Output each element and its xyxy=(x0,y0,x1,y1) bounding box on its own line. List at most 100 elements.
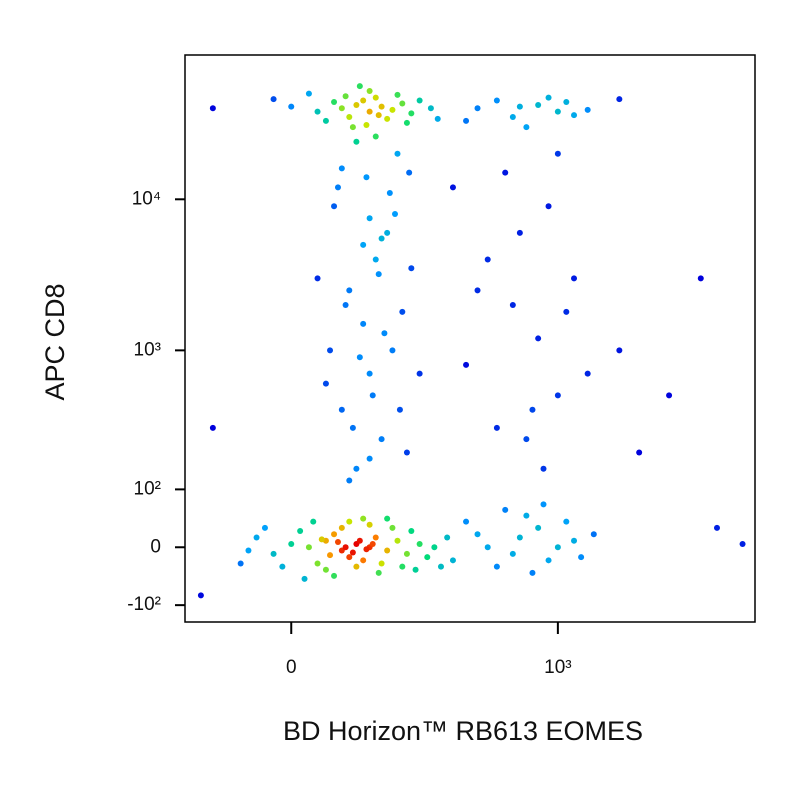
x-axis-title: BD Horizon™ RB613 EOMES xyxy=(283,716,643,746)
event-dot xyxy=(327,347,334,354)
event-dot xyxy=(342,93,349,100)
event-dot xyxy=(279,563,286,570)
event-dot xyxy=(349,424,356,431)
event-dot xyxy=(554,392,561,399)
event-dot xyxy=(346,518,353,525)
event-dot xyxy=(403,119,410,126)
event-dot xyxy=(474,531,481,538)
event-dot xyxy=(334,184,341,191)
event-dot xyxy=(540,501,547,508)
event-dot xyxy=(509,114,516,121)
event-dot xyxy=(270,96,277,103)
event-dot xyxy=(363,546,370,553)
event-dot xyxy=(363,174,370,181)
event-dot xyxy=(590,531,597,538)
event-dot xyxy=(381,330,388,337)
event-dot xyxy=(554,544,561,551)
event-dot xyxy=(338,165,345,172)
event-dot xyxy=(416,540,423,547)
event-dot xyxy=(535,102,542,109)
event-dot xyxy=(369,540,376,547)
event-dot xyxy=(540,465,547,472)
event-dot xyxy=(322,566,329,573)
event-dot xyxy=(484,256,491,263)
y-tick-label: 10² xyxy=(134,478,161,499)
event-dot xyxy=(408,528,415,535)
y-tick-label: 0 xyxy=(150,536,161,557)
event-dot xyxy=(396,406,403,413)
event-dot xyxy=(516,229,523,236)
event-dot xyxy=(322,117,329,124)
event-dot xyxy=(474,287,481,294)
event-dot xyxy=(372,534,379,541)
event-dot xyxy=(509,301,516,308)
event-dot xyxy=(403,449,410,456)
event-dot xyxy=(369,392,376,399)
event-dot xyxy=(636,449,643,456)
event-dot xyxy=(346,287,353,294)
event-dot xyxy=(403,550,410,557)
y-tick-label: 10³ xyxy=(134,339,161,360)
event-dot xyxy=(346,114,353,121)
event-dot xyxy=(578,554,585,561)
event-dot xyxy=(342,544,349,551)
event-dot xyxy=(346,554,353,561)
event-dot xyxy=(474,105,481,112)
event-dot xyxy=(389,347,396,354)
event-dot xyxy=(616,347,623,354)
event-dot xyxy=(563,98,570,105)
event-dot xyxy=(493,563,500,570)
event-dot xyxy=(384,229,391,236)
event-dot xyxy=(349,549,356,556)
event-dot xyxy=(346,477,353,484)
event-dot xyxy=(408,265,415,272)
event-dot xyxy=(509,550,516,557)
event-dot xyxy=(331,203,338,210)
event-dot xyxy=(389,524,396,531)
event-dot xyxy=(310,518,317,525)
event-dot xyxy=(516,534,523,541)
points xyxy=(197,83,746,599)
event-dot xyxy=(288,103,295,110)
event-dot xyxy=(394,537,401,544)
event-dot xyxy=(366,455,373,462)
event-dot xyxy=(338,524,345,531)
event-dot xyxy=(516,103,523,110)
event-dot xyxy=(584,106,591,113)
event-dot xyxy=(739,540,746,547)
event-dot xyxy=(523,512,530,519)
event-dot xyxy=(366,215,373,222)
event-dot xyxy=(529,406,536,413)
event-dot xyxy=(360,557,367,564)
event-dot xyxy=(384,515,391,522)
event-dot xyxy=(360,241,367,248)
event-dot xyxy=(372,133,379,140)
event-dot xyxy=(493,97,500,104)
event-dot xyxy=(356,537,363,544)
event-dot xyxy=(363,121,370,128)
event-dot xyxy=(386,190,393,197)
event-dot xyxy=(493,424,500,431)
event-dot xyxy=(209,424,216,431)
event-dot xyxy=(342,301,349,308)
event-dot xyxy=(437,563,444,570)
event-dot xyxy=(406,169,413,176)
event-dot xyxy=(416,97,423,104)
event-dot xyxy=(353,102,360,109)
event-dot xyxy=(360,97,367,104)
event-dot xyxy=(431,544,438,551)
event-dot xyxy=(322,380,329,387)
event-dot xyxy=(713,524,720,531)
event-dot xyxy=(412,566,419,573)
event-dot xyxy=(253,534,260,541)
event-dot xyxy=(353,563,360,570)
event-dot xyxy=(331,98,338,105)
event-dot xyxy=(245,547,252,554)
event-dot xyxy=(666,392,673,399)
event-dot xyxy=(444,534,451,541)
event-dot xyxy=(378,436,385,443)
event-dot xyxy=(372,256,379,263)
y-tick-label: -10² xyxy=(127,594,161,615)
event-dot xyxy=(529,569,536,576)
event-dot xyxy=(616,96,623,103)
